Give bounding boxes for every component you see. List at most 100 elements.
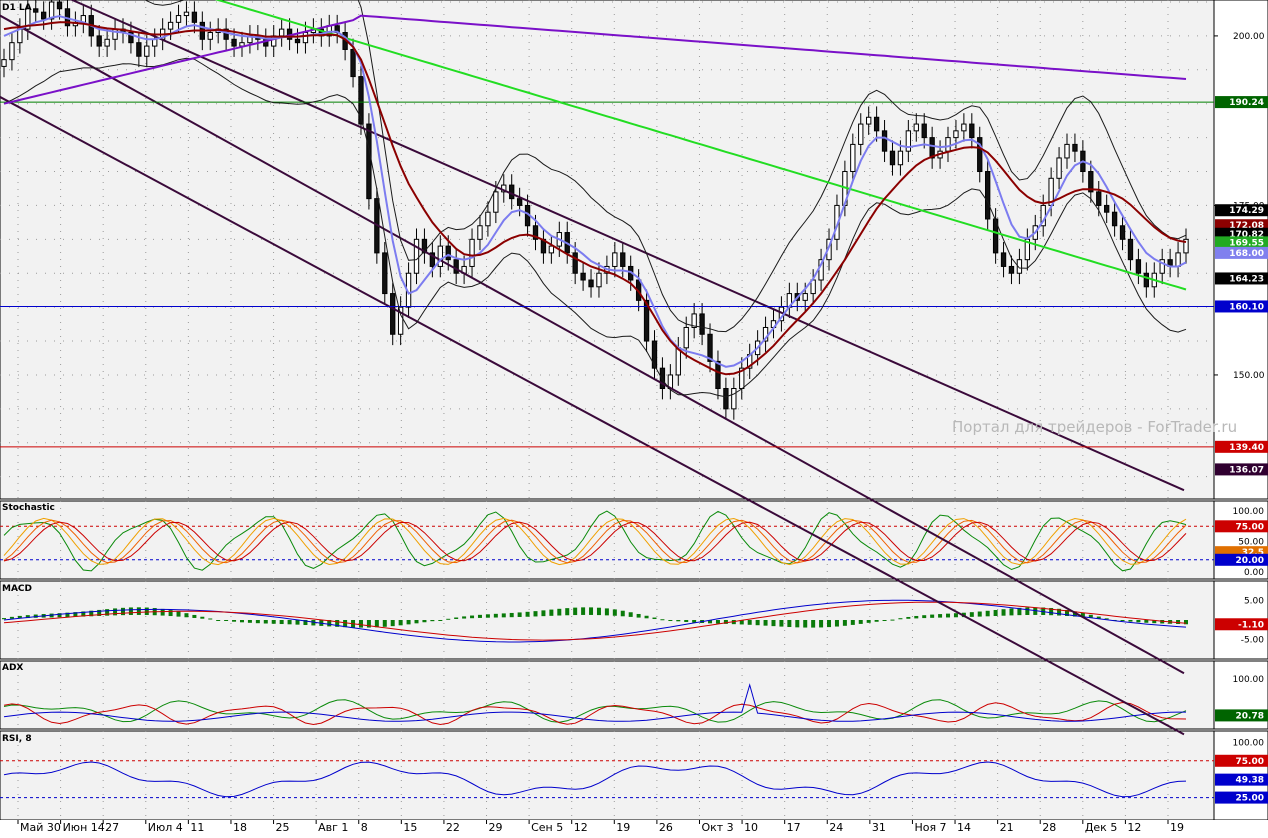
candle: [56, 0, 63, 20]
price-badge: [1215, 300, 1268, 313]
candle: [382, 242, 388, 305]
price-badge: [1215, 463, 1268, 476]
candle: [921, 113, 927, 149]
price-badge-label: 160.10: [1229, 302, 1264, 312]
macd-histogram-bar: [343, 620, 348, 628]
candle: [548, 235, 555, 264]
macd-histogram-bar: [890, 619, 895, 621]
macd-histogram-bar: [2, 618, 6, 620]
macd-histogram-bar: [493, 613, 498, 618]
price-badge: [1215, 236, 1268, 249]
macd-histogram-bar: [898, 618, 903, 620]
macd-histogram-bar: [1120, 620, 1125, 621]
macd-histogram-bar: [57, 613, 62, 618]
candle: [873, 106, 880, 142]
macd-histogram-bar: [430, 620, 435, 622]
date-label: Ноя 7: [914, 821, 946, 834]
price-badge-label: 190.24: [1229, 98, 1264, 108]
macd-histogram-bar: [771, 620, 776, 627]
candle: [33, 0, 39, 24]
candle: [144, 35, 150, 68]
macd-histogram-bar: [985, 610, 990, 617]
candle: [929, 126, 935, 169]
macd-histogram-bar: [239, 620, 244, 623]
candle: [390, 282, 396, 346]
candle: [580, 262, 586, 291]
candle: [889, 140, 896, 176]
price-badge: [1215, 96, 1268, 109]
macd-histogram-bar: [1184, 620, 1188, 625]
candle: [231, 28, 237, 57]
macd-histogram-bar: [850, 620, 855, 625]
macd-histogram-bar: [1065, 609, 1070, 616]
candle: [881, 119, 888, 163]
stochastic-tick-label: 50.00: [1238, 538, 1264, 548]
macd-histogram-bar: [501, 613, 506, 618]
macd-histogram-bar: [97, 609, 102, 616]
candle: [905, 119, 912, 163]
macd-histogram-bar: [1088, 614, 1093, 618]
adx-line: [3, 683, 1186, 722]
candle: [25, 0, 31, 40]
macd-histogram-bar: [128, 607, 133, 615]
macd-histogram-bar: [565, 608, 570, 616]
macd-histogram-bar: [438, 620, 443, 621]
macd-histogram-bar: [946, 613, 951, 618]
candle: [1072, 133, 1078, 163]
candle: [421, 228, 428, 264]
candle: [858, 113, 864, 156]
candle: [1088, 160, 1094, 203]
date-label: Сен 5: [531, 821, 563, 834]
candle: [191, 1, 198, 34]
macd-histogram-bar: [279, 620, 284, 625]
macd-histogram-bar: [462, 616, 467, 619]
candle: [223, 18, 229, 51]
macd-histogram-bar: [200, 616, 205, 619]
candle: [1119, 214, 1126, 251]
macd-histogram-bar: [581, 607, 586, 615]
date-label: 31: [872, 821, 886, 834]
price-tick-label: 150.00: [1233, 371, 1265, 381]
adx-pane-bg: [0, 661, 1214, 729]
macd-histogram-bar: [660, 619, 665, 621]
price-badge-label: 169.55: [1229, 238, 1264, 248]
candle: [866, 106, 872, 135]
rsi-pane-bg: [0, 731, 1214, 820]
macd-histogram-bar: [1096, 616, 1101, 619]
candle: [1159, 248, 1165, 285]
macd-histogram-bar: [446, 618, 451, 620]
channel-line: [0, 96, 1185, 736]
main-pane-title: D1 LA: [2, 3, 32, 13]
candle: [850, 133, 856, 183]
macd-histogram-bar: [470, 615, 475, 619]
macd-line: [3, 599, 1187, 643]
macd-histogram-bar: [882, 620, 887, 621]
macd-histogram-bar: [414, 620, 419, 624]
macd-histogram-bar: [1049, 607, 1054, 616]
sma-slow-line: [3, 21, 1187, 376]
macd-histogram-bar: [1144, 620, 1149, 623]
macd-histogram-bar: [993, 610, 998, 617]
macd-histogram-bar: [858, 620, 863, 624]
macd-histogram-bar: [533, 611, 538, 617]
macd-histogram-bar: [541, 610, 546, 617]
stochastic-slow-line: [3, 519, 1187, 564]
stochastic-signal-line: [3, 521, 1187, 562]
candle: [715, 350, 721, 400]
macd-histogram-bar: [604, 608, 609, 616]
candle: [643, 289, 650, 352]
date-label: 14: [957, 821, 971, 834]
date-label: 21: [1000, 821, 1014, 834]
macd-histogram-bar: [953, 613, 958, 618]
date-label: Май 30: [20, 821, 61, 834]
channel-line: [0, 14, 1185, 675]
adx-tick-label: 100.00: [1233, 675, 1265, 685]
rsi-line: [3, 761, 1187, 798]
macd-histogram-bar: [803, 620, 808, 628]
macd-badge: [1215, 618, 1268, 631]
rsi-pane-title: RSI, 8: [2, 734, 32, 744]
macd-histogram-bar: [390, 620, 395, 627]
candle: [977, 126, 983, 183]
